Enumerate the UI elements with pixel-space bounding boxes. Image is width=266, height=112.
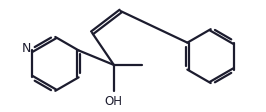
Text: N: N [22, 42, 31, 55]
Text: OH: OH [105, 95, 123, 108]
